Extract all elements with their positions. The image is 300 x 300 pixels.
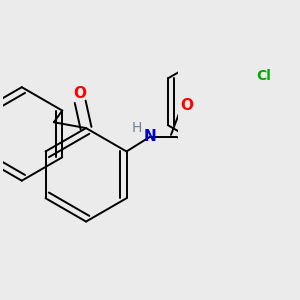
Text: O: O	[74, 86, 87, 101]
Text: H: H	[132, 121, 142, 135]
Text: N: N	[143, 129, 156, 144]
Text: Cl: Cl	[256, 68, 271, 83]
Text: O: O	[180, 98, 193, 113]
